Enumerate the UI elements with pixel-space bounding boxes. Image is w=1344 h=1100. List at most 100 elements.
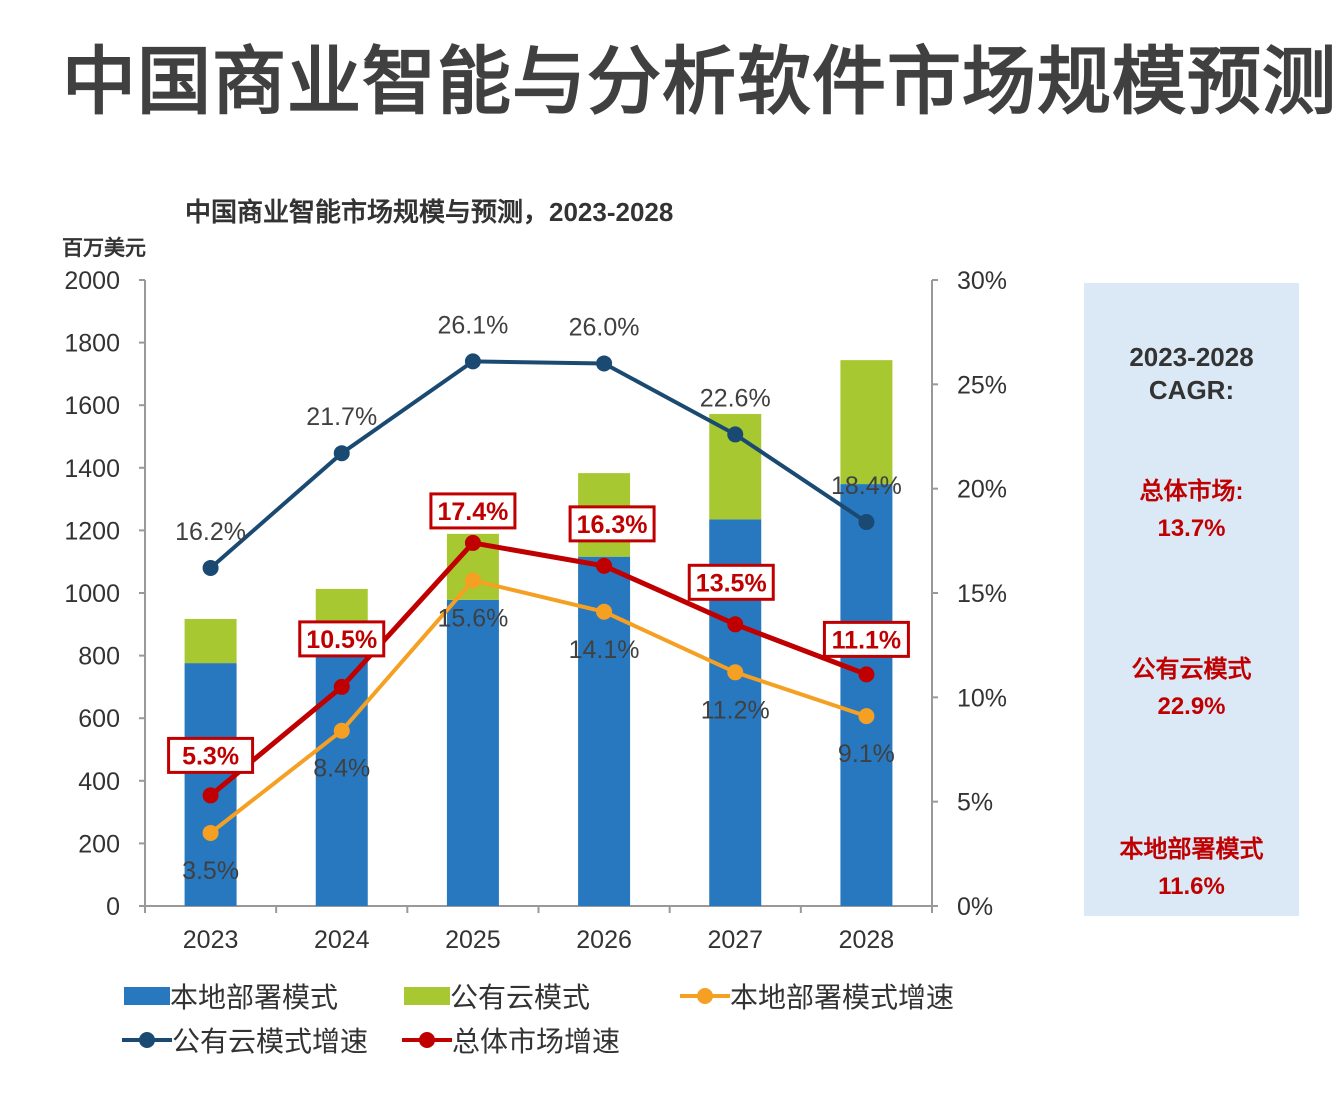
series-line bbox=[208, 540, 868, 798]
y2-tick-label: 0% bbox=[957, 893, 993, 921]
data-point bbox=[596, 355, 613, 372]
y-tick-label: 1400 bbox=[64, 455, 120, 483]
data-point bbox=[858, 514, 875, 531]
legend-line-icon bbox=[122, 1032, 172, 1048]
data-point bbox=[333, 445, 350, 462]
y-tick-label: 2000 bbox=[64, 267, 120, 295]
data-label: 9.1% bbox=[838, 740, 895, 768]
data-label: 16.3% bbox=[577, 511, 648, 539]
cagr-panel: 2023-2028 CAGR: 总体市场: 13.7% 公有云模式 22.9% … bbox=[1084, 283, 1299, 916]
data-label: 22.6% bbox=[700, 384, 771, 412]
data-label: 17.4% bbox=[437, 498, 508, 526]
data-label: 21.7% bbox=[306, 403, 377, 431]
page-title: 中国商业智能与分析软件市场规模预测 bbox=[62, 40, 1337, 123]
bar-onprem bbox=[446, 599, 499, 906]
data-label: 11.2% bbox=[701, 696, 770, 724]
y-axis-unit: 百万美元 bbox=[62, 237, 146, 260]
x-tick-label: 2025 bbox=[445, 926, 501, 954]
y2-tick-label: 25% bbox=[957, 371, 1007, 399]
data-label: 10.5% bbox=[306, 626, 377, 654]
data-point bbox=[333, 678, 350, 695]
legend-cloud: 公有云模式 bbox=[404, 976, 590, 1016]
data-point bbox=[858, 708, 875, 725]
series-line bbox=[209, 578, 868, 835]
y2-tick-label: 20% bbox=[957, 476, 1007, 504]
data-point bbox=[202, 787, 219, 804]
data-label: 13.5% bbox=[696, 569, 767, 597]
data-label: 15.6% bbox=[437, 604, 508, 632]
data-label-box bbox=[167, 736, 255, 774]
cagr-value-onprem: 11.6% bbox=[1158, 873, 1225, 900]
y-tick-label: 1600 bbox=[64, 392, 120, 420]
cagr-label-onprem: 本地部署模式 bbox=[1119, 836, 1264, 863]
y-tick-label: 1200 bbox=[64, 517, 120, 545]
bar-cloud bbox=[184, 618, 237, 664]
y-tick-label: 1000 bbox=[64, 580, 120, 608]
y-tick-label: 800 bbox=[78, 643, 120, 671]
legend-label: 总体市场增速 bbox=[452, 1026, 621, 1057]
y-tick-label: 0 bbox=[106, 893, 120, 921]
data-label: 16.2% bbox=[175, 518, 246, 546]
x-tick-label: 2026 bbox=[576, 926, 632, 954]
bar-onprem bbox=[840, 484, 893, 906]
legend-line-icon bbox=[680, 988, 730, 1004]
data-point bbox=[464, 572, 481, 589]
data-label: 8.4% bbox=[313, 755, 370, 783]
data-point bbox=[464, 353, 481, 370]
data-point bbox=[464, 534, 481, 551]
bar-cloud bbox=[840, 360, 893, 485]
data-point bbox=[333, 722, 350, 739]
y2-tick-label: 10% bbox=[957, 684, 1007, 712]
y2-tick-label: 5% bbox=[957, 789, 993, 817]
data-label: 11.1% bbox=[832, 626, 902, 654]
legend-total-growth: 总体市场增速 bbox=[402, 1020, 620, 1060]
data-label-box bbox=[687, 563, 775, 601]
data-point bbox=[727, 616, 744, 633]
series-line bbox=[209, 359, 868, 570]
legend-line-icon bbox=[402, 1032, 452, 1048]
data-label-box bbox=[568, 505, 656, 543]
x-tick-label: 2028 bbox=[839, 926, 895, 954]
y2-tick-label: 15% bbox=[957, 580, 1007, 608]
legend-swatch bbox=[404, 987, 450, 1005]
x-tick-label: 2023 bbox=[183, 926, 239, 954]
legend-label: 公有云模式 bbox=[450, 982, 591, 1013]
data-label: 18.4% bbox=[831, 472, 902, 500]
legend-cloud-growth: 公有云模式增速 bbox=[122, 1020, 368, 1060]
legend-label: 本地部署模式增速 bbox=[730, 982, 955, 1013]
chart-title: 中国商业智能市场规模与预测，2023-2028 bbox=[185, 197, 674, 227]
data-point bbox=[727, 664, 744, 681]
data-point bbox=[596, 603, 613, 620]
data-label-box bbox=[298, 620, 386, 658]
bar-onprem bbox=[184, 663, 237, 906]
data-label: 26.1% bbox=[437, 311, 508, 339]
legend-swatch bbox=[124, 987, 170, 1005]
cagr-label-total: 总体市场: bbox=[1139, 478, 1244, 505]
data-label: 5.3% bbox=[182, 742, 239, 770]
data-label: 14.1% bbox=[569, 636, 640, 664]
data-point bbox=[202, 559, 219, 576]
y-tick-label: 400 bbox=[78, 768, 120, 796]
data-label: 26.0% bbox=[569, 313, 640, 341]
x-tick-label: 2024 bbox=[314, 926, 370, 954]
y-tick-label: 1800 bbox=[64, 330, 120, 358]
y2-tick-label: 30% bbox=[957, 267, 1007, 295]
cagr-value-cloud: 22.9% bbox=[1157, 693, 1226, 720]
data-label-box bbox=[822, 620, 910, 658]
data-point bbox=[727, 426, 744, 443]
y-tick-label: 200 bbox=[78, 830, 120, 858]
x-tick-label: 2027 bbox=[707, 926, 763, 954]
legend-onprem-growth: 本地部署模式增速 bbox=[680, 976, 954, 1016]
legend-onprem: 本地部署模式 bbox=[124, 976, 338, 1016]
cagr-heading: 2023-2028 CAGR: bbox=[1129, 342, 1254, 405]
data-point bbox=[202, 824, 219, 841]
y-tick-label: 600 bbox=[78, 705, 120, 733]
cagr-label-cloud: 公有云模式 bbox=[1131, 656, 1252, 683]
legend-label: 公有云模式增速 bbox=[172, 1026, 369, 1057]
data-label-box bbox=[429, 492, 517, 530]
legend-label: 本地部署模式 bbox=[170, 982, 339, 1013]
data-point bbox=[858, 666, 875, 683]
cagr-value-total: 13.7% bbox=[1157, 515, 1226, 542]
data-label: 3.5% bbox=[182, 857, 239, 885]
